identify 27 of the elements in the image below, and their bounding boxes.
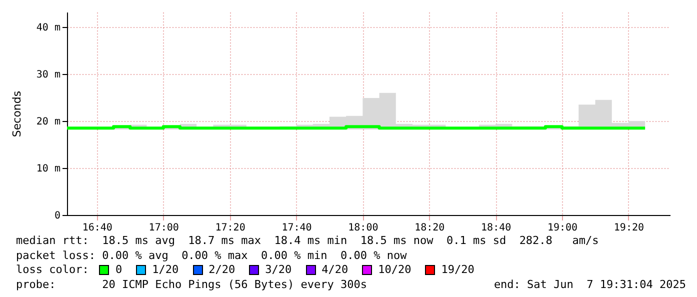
- text: 19/20: [441, 263, 474, 278]
- text: loss color:: [16, 263, 90, 278]
- x-tick-label: 19:00: [547, 222, 578, 234]
- x-tick-label: 18:20: [414, 222, 445, 234]
- y-tick-label: 40 m: [36, 22, 60, 34]
- x-tick-label: 19:20: [614, 222, 644, 234]
- text: 0: [115, 263, 122, 278]
- text: packet loss: 0.00 % avg 0.00 % max 0.00 % min 0.00 % now: [16, 248, 407, 263]
- text: 10/20: [378, 263, 412, 278]
- x-tick-label: 17:00: [148, 222, 179, 234]
- text: 2/20: [208, 263, 236, 278]
- text: 4/20: [322, 263, 348, 278]
- text: 3/20: [265, 263, 292, 278]
- x-tick-label: 17:40: [282, 222, 312, 234]
- x-tick-label: 16:40: [82, 222, 112, 234]
- x-tick-label: 18:00: [348, 222, 378, 234]
- y-axis-title: Seconds: [10, 90, 24, 138]
- text: end: Sat Jun 7 19:31:04 2025: [494, 278, 686, 292]
- x-tick-label: 17:20: [215, 222, 246, 234]
- y-tick-label: 0: [54, 210, 60, 222]
- y-tick-label: 20 m: [36, 116, 60, 128]
- y-tick-label: 10 m: [36, 164, 60, 175]
- text: 1/20: [152, 263, 179, 278]
- text: probe: 20 ICMP Echo Pings (56 Bytes) every 300s: [16, 278, 367, 292]
- text: median rtt: 18.5 ms avg 18.7 ms max 18.4 ms min 18.5 ms now 0.1 ms sd 282.8 am/s: [16, 234, 599, 248]
- y-tick-label: 30 m: [36, 70, 60, 81]
- x-tick-label: 18:40: [481, 222, 512, 234]
